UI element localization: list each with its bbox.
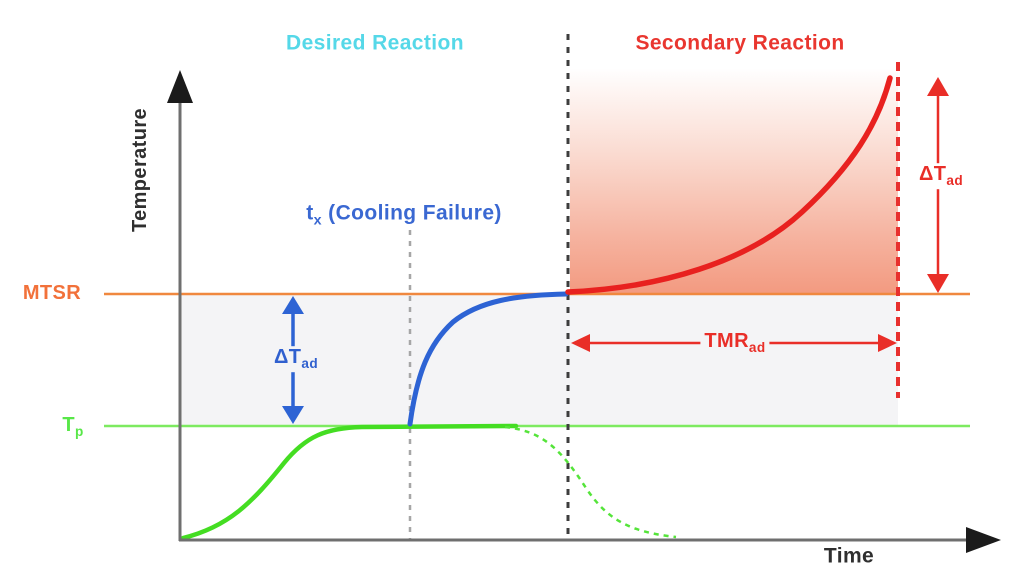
tp-label-main: T: [62, 414, 75, 437]
cooling-failure-label-sub: x: [313, 212, 322, 229]
delta-tad-blue-label-sub: ad: [301, 356, 319, 372]
delta-tad-blue-label: ΔTad: [269, 346, 323, 372]
x-axis-label: Time: [823, 544, 875, 568]
cooling-failure-label-rest: (Cooling Failure): [321, 201, 502, 225]
heat-gradient-region: [570, 68, 898, 293]
delta-tad-red-label-sub: ad: [946, 173, 964, 189]
temperature-axis: [167, 70, 193, 541]
process-temperature-curve: [180, 423, 519, 541]
y-axis-label: Temperature: [129, 107, 151, 233]
cooling-failure-label: tx (Cooling Failure): [306, 202, 502, 227]
desired-completion-dashed-curve: [504, 425, 677, 539]
delta-tad-blue-label-main: ΔT: [273, 346, 302, 369]
mtsr-label: MTSR: [22, 282, 82, 304]
delta-tad-red-label-main: ΔT: [918, 163, 947, 186]
runaway-curve: [565, 75, 893, 295]
adiabatic-rise-curve: [407, 291, 569, 427]
delta-tad-red-label: ΔTad: [914, 163, 968, 189]
tp-label: Tp: [62, 415, 83, 439]
time-axis: [179, 527, 1001, 553]
desired-reaction-label: Desired Reaction: [286, 31, 464, 55]
tmr-ad-label-sub: ad: [748, 340, 766, 356]
cooling-failure-label-main: t: [306, 201, 314, 225]
tmr-ad-label-main: TMR: [704, 330, 749, 353]
tp-label-sub: p: [74, 424, 84, 440]
secondary-reaction-label: Secondary Reaction: [635, 31, 845, 55]
tmr-ad-label: TMRad: [700, 330, 770, 356]
